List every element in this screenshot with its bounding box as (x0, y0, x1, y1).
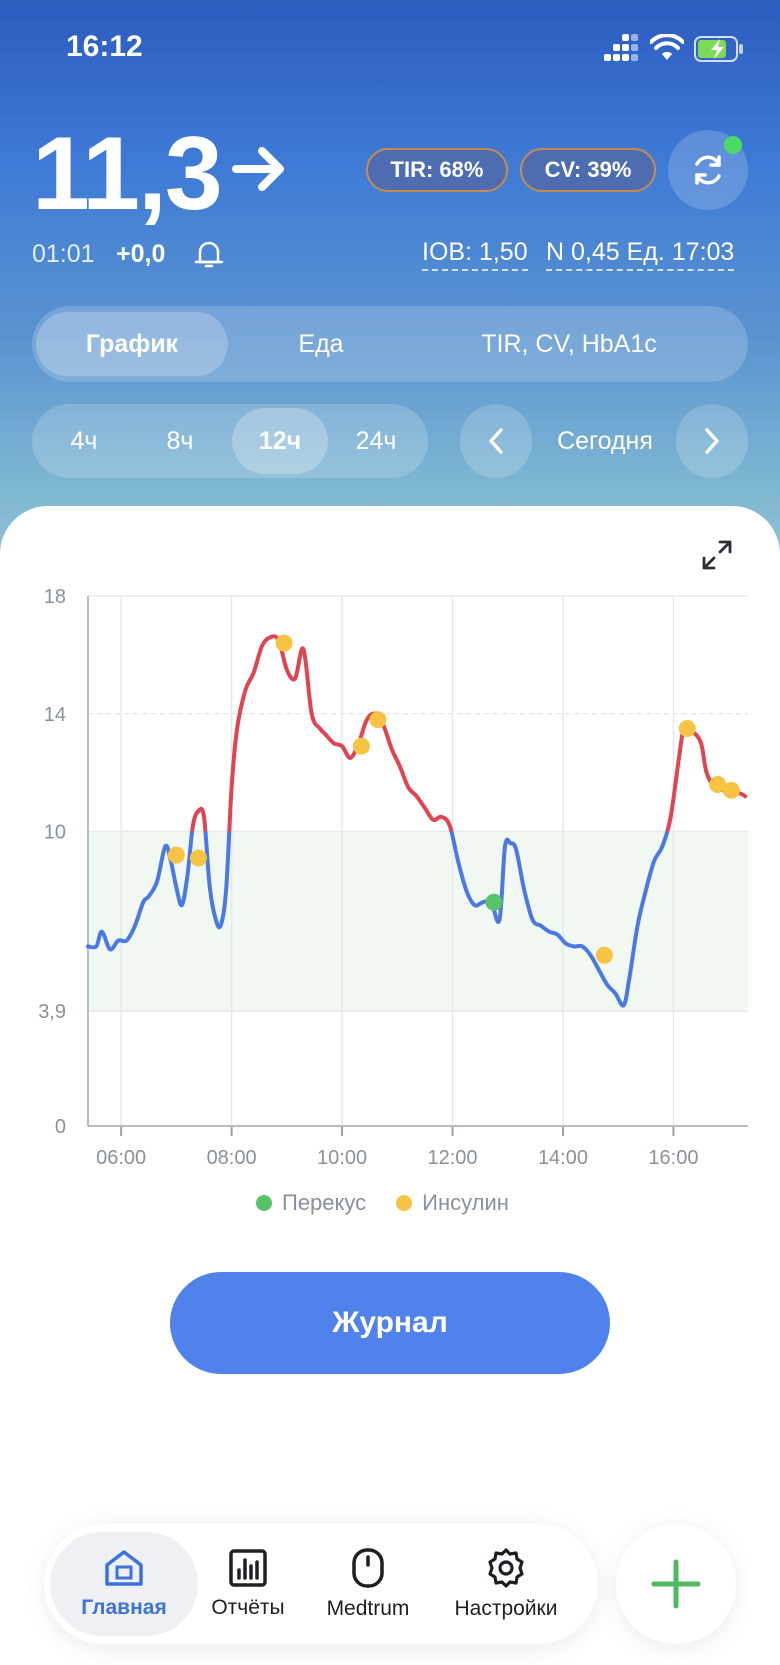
range-4h[interactable]: 4ч (70, 426, 98, 455)
insulin-marker[interactable] (275, 634, 293, 652)
nav-medtrum-label: Medtrum (326, 1597, 410, 1620)
y-tick-label: 18 (44, 586, 66, 608)
nav-medtrum[interactable]: Medtrum (306, 1532, 430, 1636)
basal-rate[interactable]: N 0,45 Ед. 17:03 (546, 238, 735, 271)
insulin-marker[interactable] (352, 737, 370, 755)
prev-day-button[interactable] (460, 404, 532, 478)
insulin-marker[interactable] (189, 849, 207, 867)
insulin-marker[interactable] (595, 946, 613, 964)
trend-arrow-right-icon (232, 147, 284, 191)
view-tabs: График Еда TIR, CV, HbA1c (32, 306, 748, 382)
nav-settings[interactable]: Настройки (438, 1532, 574, 1636)
x-tick-label: 08:00 (207, 1147, 257, 1169)
bottom-navigation: Главная Отчёты Medtrum Настройки (44, 1524, 598, 1644)
range-8h[interactable]: 8ч (166, 426, 194, 455)
nav-home[interactable]: Главная (50, 1532, 198, 1636)
plus-icon (651, 1559, 701, 1609)
y-tick-label: 3,9 (38, 1001, 66, 1023)
legend-insulin-label: Инсулин (422, 1190, 509, 1215)
nav-reports[interactable]: Отчёты (200, 1532, 296, 1636)
chart-legend: Перекус Инсулин (256, 1190, 539, 1216)
insulin-marker[interactable] (709, 775, 727, 793)
legend-insulin-marker (396, 1195, 413, 1211)
glucose-delta: +0,0 (116, 240, 166, 268)
sync-icon (695, 155, 721, 185)
status-time: 16:12 (66, 30, 143, 63)
insulin-marker[interactable] (167, 846, 185, 864)
connection-status-dot (724, 136, 742, 154)
home-icon (105, 1550, 143, 1586)
glucose-line-high (190, 634, 748, 832)
tab-food[interactable]: Еда (298, 329, 344, 358)
next-day-button[interactable] (676, 404, 748, 478)
legend-snack-label: Перекус (282, 1190, 367, 1215)
insulin-marker[interactable] (722, 781, 740, 799)
y-tick-label: 10 (44, 822, 66, 844)
journal-button[interactable]: Журнал (170, 1272, 610, 1374)
iob-value[interactable]: IOB: 1,50 (422, 238, 528, 271)
tir-badge[interactable]: TIR: 68% (366, 148, 508, 192)
insulin-marker[interactable] (678, 720, 696, 737)
y-tick-label: 14 (44, 704, 66, 726)
tab-chart[interactable]: График (36, 312, 228, 376)
nav-home-label: Главная (81, 1596, 167, 1619)
cellular-signal-icon (604, 34, 640, 62)
status-bar: 16:12 (0, 0, 780, 100)
range-24h[interactable]: 24ч (355, 426, 397, 455)
glucose-value: 11,3 (32, 116, 223, 232)
chart-icon (229, 1549, 267, 1587)
expand-icon[interactable] (700, 538, 734, 572)
x-tick-label: 06:00 (96, 1147, 146, 1169)
last-reading-time: 01:01 (32, 240, 95, 268)
y-tick-label: 0 (55, 1116, 66, 1138)
x-tick-label: 16:00 (648, 1147, 698, 1169)
bell-icon[interactable] (194, 238, 224, 270)
legend-insulin: Инсулин (396, 1190, 509, 1216)
chevron-left-icon (489, 428, 503, 454)
battery-icon (694, 36, 743, 62)
target-range-band (88, 831, 748, 1012)
time-range-selector: 4ч 8ч 12ч 24ч (32, 404, 428, 478)
chart-card (0, 506, 780, 1665)
tab-stats[interactable]: TIR, CV, HbA1c (481, 329, 657, 358)
nav-reports-label: Отчёты (211, 1596, 285, 1619)
insulin-marker[interactable] (369, 711, 387, 729)
legend-snack-marker (256, 1195, 272, 1211)
legend-snack: Перекус (256, 1190, 366, 1216)
add-entry-button[interactable] (616, 1524, 736, 1644)
cv-badge[interactable]: CV: 39% (520, 148, 656, 192)
chevron-right-icon (705, 428, 719, 454)
x-tick-label: 12:00 (427, 1147, 477, 1169)
wifi-icon (650, 34, 684, 60)
nav-settings-label: Настройки (454, 1597, 558, 1620)
snack-marker[interactable] (485, 893, 503, 911)
glucose-line-in-range (86, 831, 670, 1008)
x-tick-label: 14:00 (538, 1147, 588, 1169)
device-icon (352, 1548, 384, 1588)
gear-icon (488, 1548, 524, 1588)
current-day-label: Сегодня (557, 426, 653, 455)
range-12h[interactable]: 12ч (232, 408, 328, 474)
sync-button[interactable] (668, 130, 748, 210)
glucose-chart[interactable]: 0 3,9 10 14 18 06:00 08:00 10:00 12:00 14:00 16:00 (0, 560, 780, 1180)
x-tick-label: 10:00 (317, 1147, 367, 1169)
header-background (0, 0, 780, 560)
